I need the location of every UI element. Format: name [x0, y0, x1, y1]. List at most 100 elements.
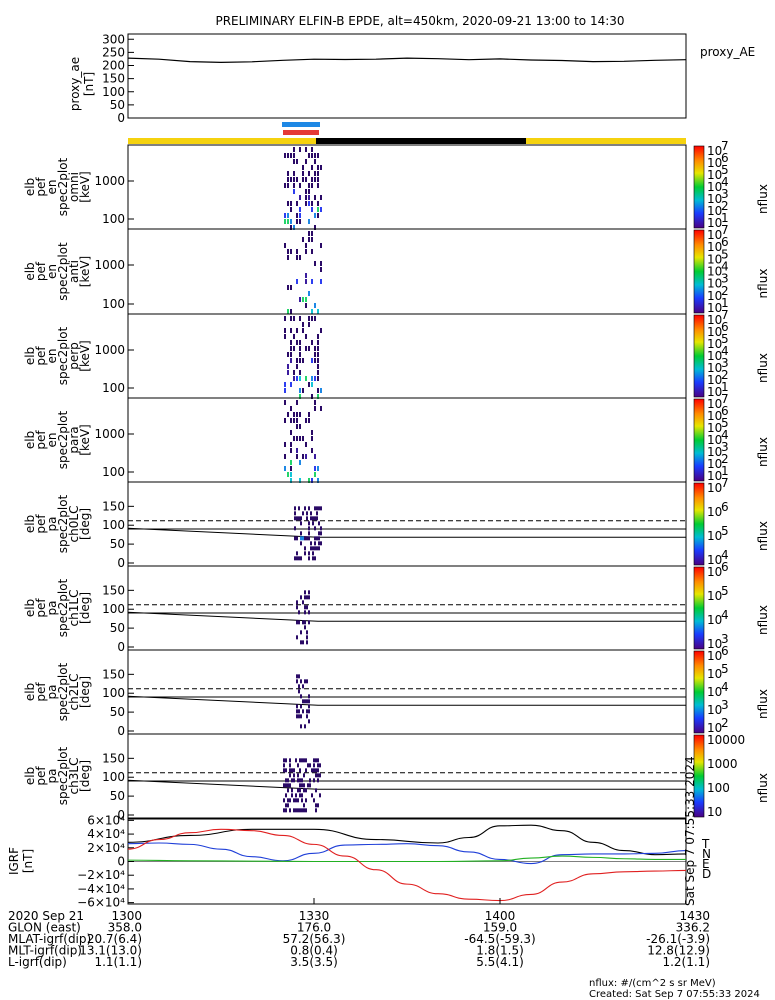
pitch-angle-cell — [289, 808, 291, 813]
footer-created: Created: Sat Sep 7 07:55:33 2024 — [589, 989, 760, 1000]
colorbar-tick-label: 10 — [707, 313, 722, 327]
pitch-angle-cell — [302, 684, 304, 689]
time-axis-value: 358.0 — [108, 921, 142, 935]
pitch-angle-cell — [294, 516, 296, 521]
time-axis-value: 336.2 — [676, 921, 710, 935]
panel-ylabel-line: spec2plot — [56, 326, 70, 385]
pitch-angle-cell — [299, 783, 301, 788]
colorbar-tick-label: 10 — [707, 457, 722, 471]
spectrogram-cell — [296, 436, 298, 441]
time-axis-value: 1.8(1.5) — [476, 944, 524, 958]
panel-ylabel-line: ch1LC — [67, 590, 81, 627]
spectrogram-cell — [320, 207, 322, 212]
pitch-angle-cell — [315, 808, 317, 813]
y-tick-label: 0 — [117, 640, 125, 654]
colorbar-tick-label: 10 — [707, 613, 722, 627]
pitch-angle-cell — [285, 758, 287, 763]
time-axis-row-label: MLAT-igrf(dip) — [8, 932, 91, 946]
spectrogram-cell — [317, 201, 319, 206]
pitch-angle-cell — [296, 516, 298, 521]
igrf-tick-label: 0 — [117, 855, 125, 869]
spectrogram-cell — [290, 430, 292, 435]
spectrogram-cell — [299, 388, 301, 393]
pitch-angle-cell — [296, 704, 298, 709]
pitch-angle-cell — [318, 546, 320, 551]
colorbar-tick-label: 10 — [707, 156, 722, 170]
pitch-angle-cell — [312, 551, 314, 556]
pitch-angle-cell — [299, 758, 301, 763]
colorbar-tick-exponent: 2 — [721, 716, 729, 730]
spectrogram-pixels — [284, 231, 322, 314]
colorbar-tick-label: 1000 — [707, 757, 738, 771]
y-tick-label: 100 — [102, 686, 125, 700]
pitch-angle-pixels — [296, 674, 310, 729]
colorbar-tick-exponent: 5 — [721, 416, 729, 430]
pitch-angle-cell — [306, 595, 308, 600]
spectrogram-cell — [302, 358, 304, 363]
spectrogram-cell — [320, 388, 322, 393]
y-tick-label: 1000 — [94, 343, 125, 357]
colorbar-tick-exponent: 3 — [721, 440, 729, 454]
spectrogram-cell — [296, 412, 298, 417]
proxy-ae-series-line — [127, 57, 687, 64]
pitch-angle-cell — [289, 758, 291, 763]
pitch-angle-cell — [302, 640, 304, 645]
sunlight-bar-left — [128, 138, 316, 144]
colorbar-tick-label: 100 — [707, 781, 730, 795]
colorbar-tick-exponent: 4 — [721, 175, 729, 189]
y-tick-label: 150 — [102, 667, 125, 681]
spectrogram-cell — [290, 177, 292, 182]
spectrogram-cell — [317, 394, 319, 399]
pitch-angle-cell — [303, 758, 305, 763]
igrf-tick-label: 4×10⁴ — [87, 827, 125, 841]
panel-ylabel-line: pa — [45, 685, 59, 700]
pitch-angle-cell — [318, 536, 320, 541]
proxy-ae-tick-label: 300 — [102, 32, 125, 46]
spectrogram-cell — [293, 418, 295, 423]
spectrogram-cell — [311, 153, 313, 158]
pitch-angle-cell — [310, 541, 312, 546]
pitch-angle-cell — [296, 635, 298, 640]
colorbar-tick-exponent: 5 — [721, 247, 729, 261]
spectrogram-cell — [320, 165, 322, 170]
colorbar-tick-exponent: 2 — [721, 284, 729, 298]
spectrogram-cell — [305, 279, 307, 284]
spectrogram-cell — [284, 183, 286, 188]
pitch-angle-cell — [308, 556, 310, 561]
y-tick-label: 0 — [117, 556, 125, 570]
spectrogram-cell — [290, 448, 292, 453]
spectrogram-cell — [284, 334, 286, 339]
spectrogram-cell — [317, 478, 319, 483]
spectrogram-cell — [290, 207, 292, 212]
spectrogram-cell — [293, 412, 295, 417]
igrf-tick-label: 6×10⁴ — [87, 813, 125, 827]
igrf-series-E — [127, 855, 686, 863]
igrf-tick-label: 2×10⁴ — [87, 841, 125, 855]
pitch-angle-cell — [299, 793, 301, 798]
y-tick-label: 100 — [102, 212, 125, 226]
spectrogram-cell — [299, 394, 301, 399]
pitch-angle-cell — [315, 758, 317, 763]
time-axis-value: 1400 — [485, 909, 516, 923]
colorbar-tick-label: 10000 — [707, 733, 745, 747]
time-axis-value: 159.0 — [483, 921, 517, 935]
spectrogram-cell — [290, 442, 292, 447]
spectrogram-cell — [299, 316, 301, 321]
y-tick-label: 150 — [102, 751, 125, 765]
spectrogram-cell — [287, 412, 289, 417]
colorbar — [693, 145, 705, 229]
colorbar-tick-exponent: 3 — [721, 272, 729, 286]
spectrogram-cell — [287, 153, 289, 158]
pitch-angle-cell — [307, 763, 309, 768]
colorbar-tick-exponent: 5 — [721, 163, 729, 177]
loss-cone-line — [127, 527, 686, 538]
pitch-angle-cell — [312, 516, 314, 521]
spectrogram-cell — [311, 231, 313, 236]
spectrogram-cell — [311, 201, 313, 206]
panel-frame — [127, 313, 687, 399]
spectrogram-cell — [314, 472, 316, 477]
colorbar-tick-exponent: 1 — [721, 296, 729, 310]
time-axis-value: 12.8(12.9) — [647, 944, 710, 958]
spectrogram-cell — [317, 153, 319, 158]
spectrogram-cell — [296, 358, 298, 363]
